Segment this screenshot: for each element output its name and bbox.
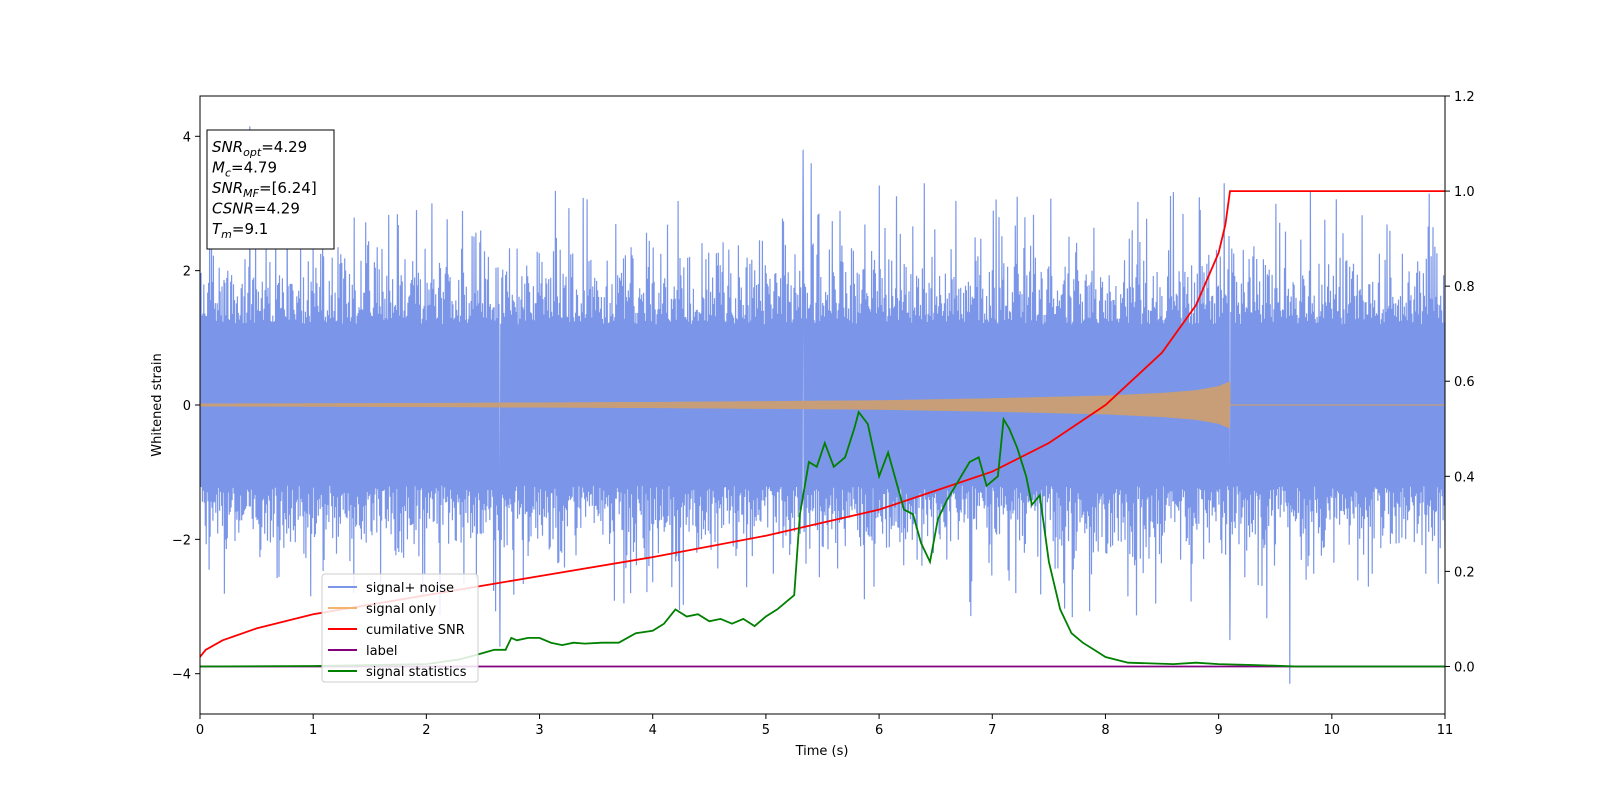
- x-axis-label: Time (s): [795, 744, 849, 759]
- stats-annotation-line: Mc=4.79: [212, 159, 277, 180]
- x-tick-label: 7: [988, 723, 996, 738]
- y-right-tick-label: 1.0: [1454, 185, 1475, 200]
- series-signal-only: [200, 381, 1445, 429]
- y-right-tick-label: 1.2: [1454, 90, 1475, 105]
- x-tick-label: 4: [649, 723, 657, 738]
- stats-annotation-line: Tm=9.1: [212, 220, 268, 241]
- series-signal-noise: [200, 126, 1445, 684]
- legend-label: signal+ noise: [366, 581, 454, 596]
- x-tick-label: 11: [1437, 723, 1454, 738]
- y-right-tick-label: 0.2: [1454, 565, 1475, 580]
- y-right-tick-label: 0.0: [1454, 660, 1475, 675]
- x-tick-label: 8: [1101, 723, 1109, 738]
- x-tick-label: 9: [1214, 723, 1222, 738]
- y-right-tick-label: 0.6: [1454, 375, 1475, 390]
- legend-frame: [321, 573, 479, 683]
- series-signal-only-line: [200, 381, 1445, 429]
- y-axis-left-ticks: −4 −2 0 2 4: [172, 130, 200, 683]
- y-tick-label: −2: [172, 533, 191, 548]
- x-tick-label: 0: [196, 723, 204, 738]
- y-tick-label: −4: [172, 668, 191, 683]
- series-signal-noise-line: [200, 126, 1445, 684]
- x-tick-label: 1: [309, 723, 317, 738]
- x-tick-label: 6: [875, 723, 883, 738]
- y-tick-label: 4: [183, 130, 191, 145]
- series-cumulative-snr: [200, 190, 1445, 658]
- x-tick-label: 3: [535, 723, 543, 738]
- stats-annotation-line: CSNR=4.29: [212, 200, 300, 218]
- y-right-tick-label: 0.8: [1454, 280, 1475, 295]
- stats-annotation-frame: [206, 129, 335, 250]
- series-signal-statistics-line: [200, 410, 1445, 668]
- legend-label: label: [366, 644, 397, 659]
- y-right-tick-label: 0.4: [1454, 470, 1475, 485]
- y-tick-label: 0: [183, 399, 191, 414]
- x-tick-label: 5: [762, 723, 770, 738]
- legend-label: signal only: [366, 602, 436, 617]
- x-tick-label: 10: [1324, 723, 1341, 738]
- legend-label: signal statistics: [366, 665, 467, 680]
- y-axis-label: Whitened strain: [150, 353, 165, 456]
- series-signal-statistics: [200, 410, 1445, 668]
- series-cumulative-snr-line: [200, 190, 1445, 658]
- stats-annotation-line: SNRMF=[6.24]: [212, 179, 317, 200]
- y-axis-right-ticks: 0.0 0.2 0.4 0.6 0.8 1.0 1.2: [1445, 90, 1475, 675]
- legend: signal+ noise signal only cumilative SNR la…: [321, 573, 479, 683]
- x-tick-label: 2: [422, 723, 430, 738]
- stats-annotation-line: SNRopt=4.29: [212, 138, 307, 159]
- legend-label: cumilative SNR: [366, 623, 465, 638]
- x-axis-ticks: 0 1 2 3 4 5 6 7 8 9 10 11: [196, 714, 1453, 738]
- y-tick-label: 2: [183, 265, 191, 280]
